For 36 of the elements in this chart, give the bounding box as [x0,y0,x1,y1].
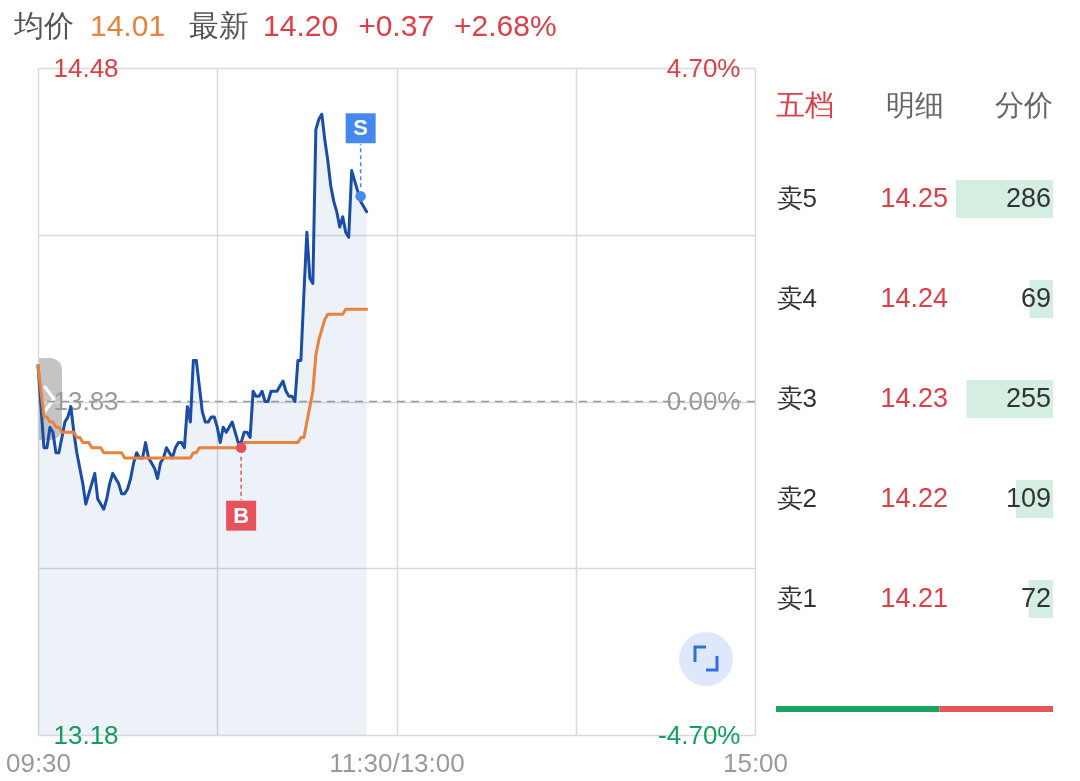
legend-label: B [233,502,250,528]
text: 14.20 [263,9,339,43]
x-tick-label: 09:30 [5,747,72,778]
text: 14.24 [880,283,948,313]
text: 14.21 [880,583,948,613]
y-tick-label: 卖1 [776,583,817,613]
data-label: 109 [1005,483,1051,513]
text: 14.01 [90,9,166,43]
line-series [36,307,369,460]
text: 14.23 [880,383,948,413]
text: 分价 [995,88,1053,123]
text: 最新 [189,7,250,44]
text: +2.68% [454,9,557,43]
y2-tick-label: 0.00% [666,386,741,416]
y-tick-label: 14.48 [53,52,119,83]
text: 14.25 [880,183,948,213]
text: 14.22 [880,483,948,513]
y2-tick-label: -4.70% [658,719,741,750]
x-tick-label: 15:00 [722,747,789,778]
text: 明细 [885,88,944,123]
text: +0.37 [358,9,435,43]
text: 均价 [14,7,74,44]
y-tick-label: 13.83 [53,386,119,416]
y-tick-label: 卖2 [776,483,817,513]
y-tick-label: 卖5 [776,183,817,213]
data-label: 69 [1020,283,1051,313]
y-tick-label: 卖3 [776,383,817,413]
x-tick-label: 11:30/13:00 [329,747,465,778]
data-label: 72 [1020,583,1051,613]
text: S [353,115,368,141]
data-label: 255 [1005,383,1051,413]
y2-tick-label: 4.70% [666,52,741,83]
y-tick-label: 卖4 [776,283,817,313]
y-tick-label: 13.18 [53,719,119,750]
data-label: 286 [1005,183,1051,213]
text: 五档 [776,88,834,123]
